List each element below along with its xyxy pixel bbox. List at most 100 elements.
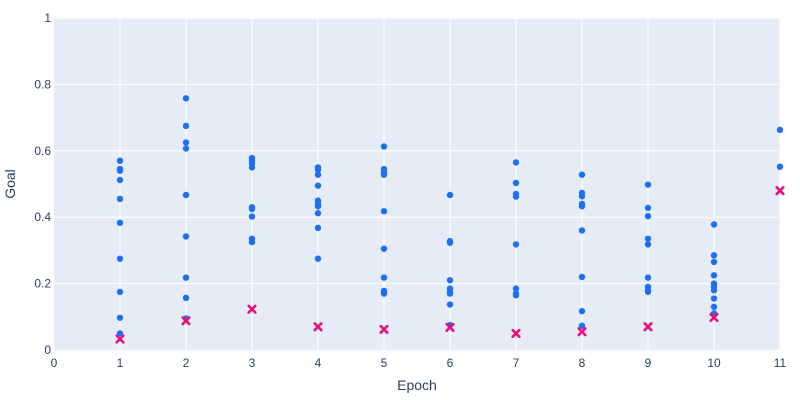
best-point-marker xyxy=(511,328,521,339)
data-points xyxy=(115,95,785,344)
trial-point xyxy=(578,307,586,315)
y-tick-label: 0.8 xyxy=(34,77,51,91)
trial-point xyxy=(314,166,322,173)
trial-point xyxy=(380,171,388,178)
trial-point xyxy=(116,167,124,174)
x-tick-label: 1 xyxy=(117,356,124,370)
best-point-marker xyxy=(445,322,455,333)
y-tick-label: 0 xyxy=(44,343,51,357)
trial-point xyxy=(248,205,256,213)
y-tick-label: 0.6 xyxy=(34,144,51,158)
x-tick-label: 6 xyxy=(447,356,454,370)
trial-point xyxy=(116,195,124,203)
trial-point xyxy=(512,193,520,200)
best-point-marker xyxy=(709,312,719,323)
trial-point xyxy=(512,159,520,166)
trial-point xyxy=(710,295,718,302)
y-tick-label: 1 xyxy=(44,11,51,25)
trial-point xyxy=(116,176,124,184)
trial-point xyxy=(380,208,388,215)
trial-point xyxy=(578,227,586,234)
trial-point xyxy=(380,274,388,281)
trial-point xyxy=(512,241,520,248)
trial-point xyxy=(644,204,652,212)
best-point-marker xyxy=(775,186,785,196)
trial-point xyxy=(710,258,718,266)
trial-point xyxy=(710,303,718,311)
plot-background xyxy=(54,18,780,350)
x-tick-label: 4 xyxy=(315,356,322,370)
trial-point xyxy=(314,224,322,232)
trial-point xyxy=(776,126,784,134)
trial-point xyxy=(314,210,322,217)
trial-point xyxy=(776,163,784,170)
x-tick-label: 9 xyxy=(645,356,652,370)
tick-labels: 0 1 2 3 4 5 6 7 8 9 10 11 0 0.2 0.4 0.6 0.8 1 xyxy=(34,11,786,370)
trial-point xyxy=(446,277,454,284)
trial-point xyxy=(578,322,586,329)
trial-point xyxy=(644,181,652,188)
x-tick-label: 3 xyxy=(249,356,256,370)
trial-point xyxy=(446,290,454,297)
trial-point xyxy=(182,294,190,302)
trial-point xyxy=(182,122,190,130)
x-tick-label: 7 xyxy=(513,356,520,370)
trial-point xyxy=(380,290,388,297)
trial-point xyxy=(710,287,718,294)
trial-point xyxy=(182,95,190,102)
trial-point xyxy=(710,272,718,279)
trial-point xyxy=(314,171,322,178)
trial-point xyxy=(710,221,718,228)
best-point-marker xyxy=(577,327,587,337)
trial-point xyxy=(644,235,652,242)
trial-point xyxy=(314,255,322,262)
trial-point xyxy=(644,274,652,281)
trial-point xyxy=(512,285,520,292)
trial-point xyxy=(446,191,454,199)
trial-point xyxy=(446,301,454,308)
trial-point xyxy=(644,241,652,248)
trial-point xyxy=(182,233,190,240)
trial-point xyxy=(644,288,652,296)
x-tick-label: 0 xyxy=(51,356,58,370)
grid-lines xyxy=(54,17,781,350)
x-tick-label: 2 xyxy=(183,356,190,370)
best-point-marker xyxy=(379,324,389,335)
trial-point xyxy=(182,274,190,281)
trial-point xyxy=(116,314,124,321)
trial-point xyxy=(380,143,388,150)
best-point-marker xyxy=(247,304,257,314)
trial-point xyxy=(644,213,652,220)
trial-point xyxy=(182,191,190,199)
trial-point xyxy=(578,273,586,281)
x-tick-label: 8 xyxy=(579,356,586,370)
trial-point xyxy=(446,239,454,246)
trial-point xyxy=(512,179,520,187)
trial-point xyxy=(710,252,718,259)
trial-point xyxy=(314,203,322,210)
trial-point xyxy=(314,182,322,189)
y-tick-label: 0.4 xyxy=(34,210,51,224)
trial-point xyxy=(182,145,190,152)
y-axis-title: Goal xyxy=(2,169,18,199)
trial-point xyxy=(116,330,124,337)
trial-point xyxy=(512,292,520,299)
best-point-marker xyxy=(181,316,191,326)
trial-point xyxy=(578,171,586,178)
trial-point xyxy=(578,203,586,210)
best-point-marker xyxy=(313,322,323,332)
trial-point xyxy=(116,157,124,164)
trial-point xyxy=(248,213,256,220)
best-point-marker xyxy=(115,334,125,344)
trial-point xyxy=(380,245,388,252)
trial-point xyxy=(182,139,190,146)
best-point-marker xyxy=(643,322,653,332)
y-tick-label: 0.2 xyxy=(34,277,51,291)
x-tick-label: 11 xyxy=(774,356,787,370)
x-axis-title: Epoch xyxy=(397,377,437,393)
trial-point xyxy=(578,193,586,200)
trial-point xyxy=(248,238,256,246)
trial-point xyxy=(116,219,124,227)
trial-point xyxy=(116,255,124,262)
